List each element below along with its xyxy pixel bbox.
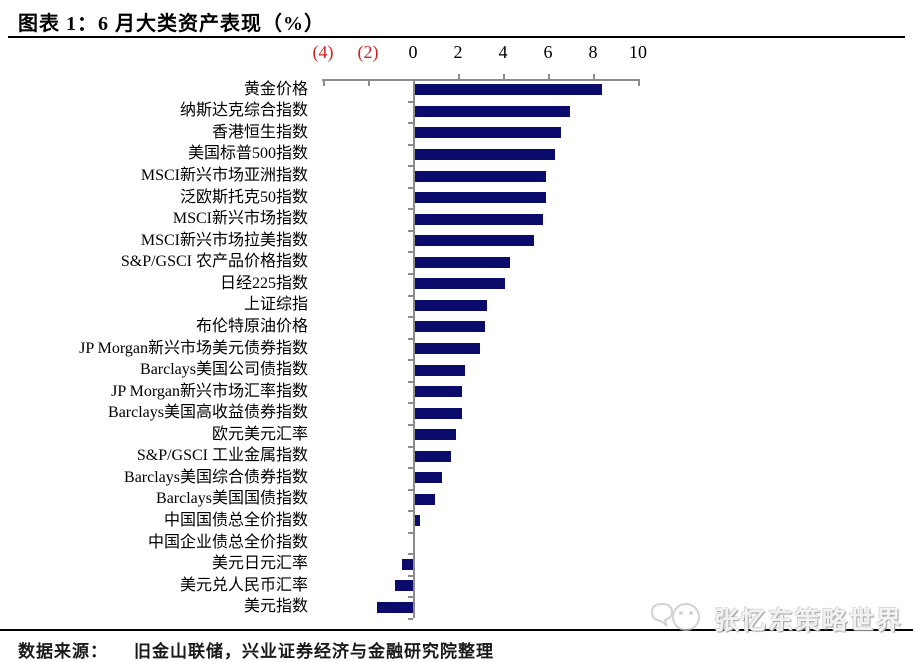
x-axis-tick-label: 6 bbox=[543, 42, 553, 62]
category-label: Barclays美国高收益债券指数 bbox=[108, 404, 308, 421]
y-axis-tick bbox=[408, 122, 413, 124]
bar bbox=[415, 127, 561, 138]
bar bbox=[415, 472, 442, 483]
category-label: Barclays美国综合债券指数 bbox=[124, 469, 308, 486]
category-label: Barclays美国公司债指数 bbox=[140, 361, 308, 378]
y-axis-tick bbox=[408, 596, 413, 598]
data-source-label: 数据来源： bbox=[18, 642, 108, 661]
x-axis-tick bbox=[548, 74, 550, 79]
x-axis-tick bbox=[368, 81, 370, 86]
y-axis-tick bbox=[408, 467, 413, 469]
category-label: 美元兑人民币汇率 bbox=[179, 577, 308, 594]
category-label: S&P/GSCI 工业金属指数 bbox=[136, 447, 308, 464]
x-axis-tick-label: (4) bbox=[312, 42, 334, 62]
bar bbox=[415, 451, 451, 462]
bar bbox=[415, 278, 505, 289]
bar bbox=[377, 602, 413, 613]
bar bbox=[395, 580, 413, 591]
y-axis-tick bbox=[408, 295, 413, 297]
bar bbox=[415, 235, 534, 246]
x-axis-tick bbox=[593, 74, 595, 79]
y-axis-tick bbox=[408, 316, 413, 318]
y-axis-tick bbox=[408, 101, 413, 103]
x-axis-tick-label: (2) bbox=[357, 42, 379, 62]
bar bbox=[415, 343, 480, 354]
x-axis-tick-label: 4 bbox=[498, 42, 508, 62]
y-axis-tick bbox=[408, 510, 413, 512]
y-axis-tick bbox=[408, 187, 413, 189]
data-source: 数据来源： 旧金山联储，兴业证券经济与金融研究院整理 bbox=[18, 637, 494, 662]
x-axis-line bbox=[322, 79, 640, 81]
category-label: JP Morgan新兴市场美元债券指数 bbox=[79, 340, 308, 357]
y-axis-tick bbox=[408, 230, 413, 232]
x-axis-tick bbox=[458, 74, 460, 79]
x-axis-endcap bbox=[638, 79, 640, 86]
y-axis-tick bbox=[408, 402, 413, 404]
category-label: 美元日元汇率 bbox=[211, 555, 308, 572]
bar bbox=[415, 257, 510, 268]
y-axis-tick bbox=[408, 144, 413, 146]
category-label: Barclays美国国债指数 bbox=[156, 490, 308, 507]
y-axis-tick bbox=[408, 618, 413, 620]
category-label: 黄金价格 bbox=[243, 81, 308, 98]
category-label: 泛欧斯托克50指数 bbox=[179, 189, 308, 206]
category-label: MSCI新兴市场亚洲指数 bbox=[140, 167, 308, 184]
bar bbox=[415, 321, 485, 332]
y-axis-tick bbox=[408, 165, 413, 167]
bar bbox=[415, 171, 546, 182]
category-label: 中国企业债总全价指数 bbox=[147, 534, 308, 551]
y-axis-tick bbox=[408, 208, 413, 210]
bar bbox=[415, 365, 465, 376]
bar bbox=[415, 494, 435, 505]
category-label: MSCI新兴市场拉美指数 bbox=[140, 232, 308, 249]
bar bbox=[415, 149, 555, 160]
x-axis-tick bbox=[503, 74, 505, 79]
y-axis-tick bbox=[408, 553, 413, 555]
category-label: 美元指数 bbox=[243, 598, 308, 615]
category-label: 布伦特原油价格 bbox=[195, 318, 308, 335]
category-label: 纳斯达克综合指数 bbox=[179, 102, 308, 119]
bar bbox=[415, 214, 543, 225]
bar bbox=[415, 84, 602, 95]
category-label: 日经225指数 bbox=[219, 275, 308, 292]
y-axis-tick bbox=[408, 251, 413, 253]
y-axis-line bbox=[413, 79, 415, 618]
y-axis-tick bbox=[408, 338, 413, 340]
y-axis-tick bbox=[408, 359, 413, 361]
x-axis-tick-label: 0 bbox=[408, 42, 418, 62]
y-axis-tick bbox=[408, 489, 413, 491]
y-axis-tick bbox=[408, 532, 413, 534]
y-axis-tick bbox=[408, 381, 413, 383]
y-axis-tick bbox=[408, 273, 413, 275]
category-label: 香港恒生指数 bbox=[211, 124, 308, 141]
chart-title: 图表 1：6 月大类资产表现（%） bbox=[18, 13, 325, 35]
category-label: MSCI新兴市场指数 bbox=[172, 210, 308, 227]
x-axis-tick-label: 8 bbox=[588, 42, 598, 62]
x-axis-tick-label: 10 bbox=[629, 42, 647, 62]
category-label: 欧元美元汇率 bbox=[211, 426, 308, 443]
category-label: 上证综指 bbox=[243, 296, 308, 313]
y-axis-tick bbox=[408, 575, 413, 577]
x-axis-endcap bbox=[323, 79, 325, 86]
bar bbox=[415, 515, 420, 526]
bar bbox=[415, 106, 570, 117]
bar bbox=[415, 429, 456, 440]
category-label: S&P/GSCI 农产品价格指数 bbox=[120, 253, 308, 270]
footer-divider bbox=[0, 629, 913, 631]
title-divider bbox=[8, 36, 905, 38]
y-axis-tick bbox=[408, 446, 413, 448]
bar bbox=[402, 559, 413, 570]
data-source-text: 旧金山联储，兴业证券经济与金融研究院整理 bbox=[134, 642, 494, 661]
category-label: 美国标普500指数 bbox=[187, 145, 308, 162]
bar bbox=[415, 408, 462, 419]
bar bbox=[415, 386, 462, 397]
bar bbox=[415, 300, 487, 311]
bar bbox=[415, 192, 546, 203]
category-label: JP Morgan新兴市场汇率指数 bbox=[111, 383, 308, 400]
category-label: 中国国债总全价指数 bbox=[163, 512, 308, 529]
y-axis-tick bbox=[408, 424, 413, 426]
x-axis-tick-label: 2 bbox=[453, 42, 463, 62]
